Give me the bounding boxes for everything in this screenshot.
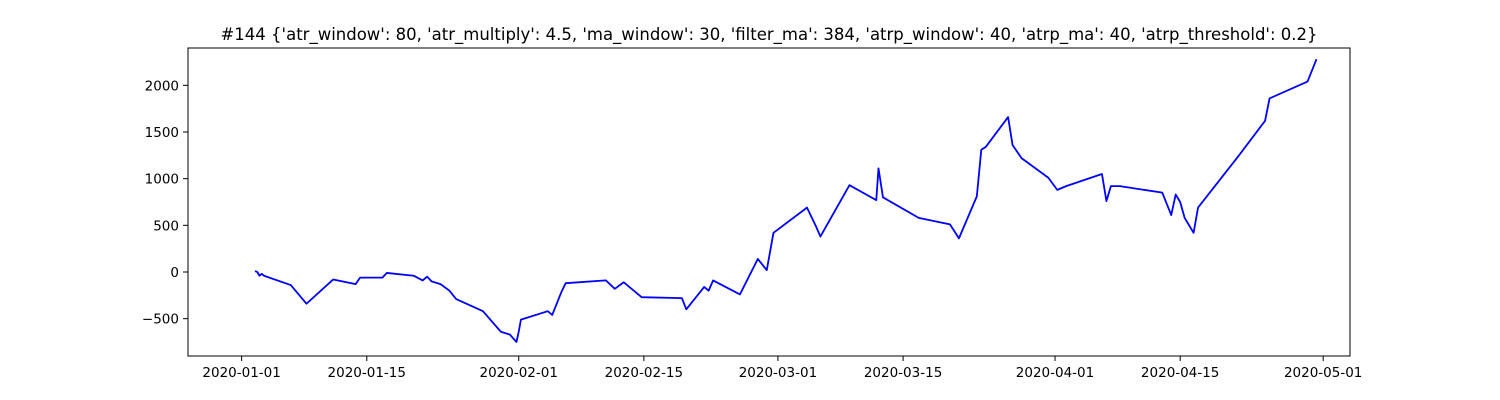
x-tick-label: 2020-01-15: [328, 365, 406, 381]
plot-marks: [254, 58, 1318, 343]
y-tick-label: 1500: [145, 125, 179, 141]
y-tick-label: 1000: [145, 172, 179, 188]
x-tick-label: 2020-01-01: [202, 365, 280, 381]
x-tick-label: 2020-04-01: [1016, 365, 1094, 381]
x-tick-label: 2020-03-01: [739, 365, 817, 381]
chart-title: #144 {'atr_window': 80, 'atr_multiply': …: [220, 25, 1317, 45]
y-tick-label: 500: [153, 218, 179, 234]
x-tick-label: 2020-02-15: [605, 365, 683, 381]
series-line-0: [254, 58, 1318, 343]
x-tick-label: 2020-02-01: [479, 365, 557, 381]
y-tick-label: 0: [170, 265, 179, 281]
x-tick-label: 2020-04-15: [1141, 365, 1219, 381]
x-tick-label: 2020-05-01: [1284, 365, 1362, 381]
y-tick-label: 2000: [145, 78, 179, 94]
x-axis: 2020-01-01 2020-01-15 2020-02-01 2020-02-15…: [202, 356, 1362, 381]
y-tick-label: −500: [142, 312, 179, 328]
plot-frame: [187, 47, 1351, 357]
x-tick-label: 2020-03-15: [864, 365, 942, 381]
y-axis: −500 0 500 1000 1500 2000: [142, 78, 188, 328]
